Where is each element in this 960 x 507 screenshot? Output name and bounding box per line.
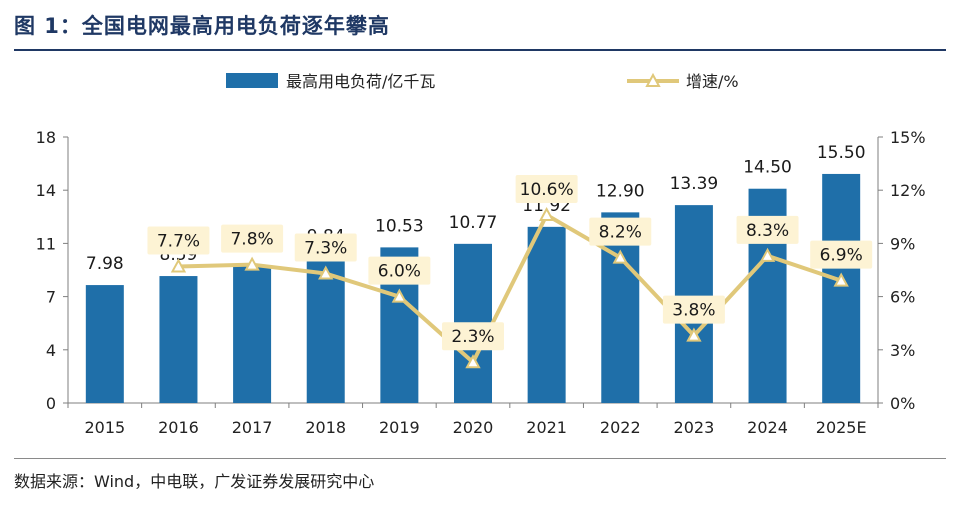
growth-line [178, 213, 842, 365]
growth-label-box [294, 233, 357, 262]
growth-label-box [147, 226, 210, 255]
growth-label-box [515, 175, 578, 204]
right-tick-label: 3% [890, 341, 915, 360]
growth-marker [244, 256, 260, 271]
left-tick-label: 4 [46, 341, 56, 360]
bar-data-label: 12.90 [596, 181, 645, 201]
growth-label-box [662, 295, 725, 324]
x-tick-label: 2020 [453, 418, 494, 437]
x-tick-label: 2016 [158, 418, 199, 437]
x-tick-label: 2021 [526, 418, 567, 437]
x-tick-label: 2015 [84, 418, 125, 437]
chart-area: 0 4 7 11 14 18 0% 3% 6% 9% 12% 15% 2015 2016 2017 2018 2… [36, 72, 926, 437]
legend-bar-label: 最高用电负荷/亿千瓦 [286, 72, 435, 91]
growth-marker [538, 206, 555, 222]
growth-marker [391, 288, 408, 303]
growth-label-box [736, 215, 799, 244]
growth-marker [170, 258, 187, 273]
growth-data-label: 7.3% [304, 239, 347, 259]
source-divider [14, 458, 946, 459]
bar [233, 266, 272, 403]
x-tick-label: 2019 [379, 418, 420, 437]
growth-marker [833, 272, 849, 287]
growth-marker [759, 247, 776, 262]
bar [159, 276, 198, 403]
growth-data-label: 10.6% [520, 180, 574, 200]
legend-bar-swatch [226, 73, 278, 88]
growth-data-label: 7.7% [157, 231, 200, 251]
legend-line-marker [645, 72, 661, 87]
right-tick-label: 6% [890, 288, 915, 307]
growth-data-label: 8.3% [746, 221, 789, 241]
growth-marker [465, 354, 481, 369]
growth-marker [686, 327, 702, 342]
growth-label-box [442, 322, 504, 351]
bar-data-label: 14.50 [743, 158, 792, 178]
chart-title: 图 1：全国电网最高用电负荷逐年攀高 [14, 14, 390, 38]
title-divider [14, 49, 946, 51]
left-tick-label: 0 [46, 394, 56, 413]
bar [822, 173, 861, 403]
right-tick-label: 0% [890, 394, 915, 413]
x-tick-label: 2024 [747, 418, 788, 437]
bar [527, 226, 566, 403]
bar [306, 257, 345, 403]
growth-data-label: 3.8% [672, 301, 715, 321]
bar-data-label: 13.39 [670, 174, 719, 194]
left-tick-label: 11 [36, 234, 56, 253]
x-tick-label: 2025E [816, 418, 867, 437]
growth-data-label: 8.2% [599, 223, 642, 243]
growth-label-box [810, 240, 873, 269]
legend-line-label: 增速/% [686, 72, 739, 91]
growth-marker [612, 249, 628, 264]
left-tick-label: 7 [46, 288, 56, 307]
bar-data-label: 10.53 [375, 216, 424, 236]
growth-data-label: 2.3% [451, 327, 494, 347]
growth-label-box [221, 224, 284, 253]
growth-data-label: 6.9% [820, 246, 863, 266]
growth-marker [318, 265, 334, 280]
right-tick-label: 12% [890, 181, 926, 200]
bar-data-label: 7.98 [86, 254, 124, 274]
bar-data-label: 10.77 [449, 213, 498, 233]
growth-label-box [368, 256, 431, 285]
right-tick-label: 9% [890, 234, 915, 253]
bar [85, 285, 124, 403]
growth-data-label: 7.8% [230, 230, 273, 250]
right-tick-label: 15% [890, 128, 926, 147]
x-tick-label: 2022 [600, 418, 641, 437]
growth-label-box [589, 217, 652, 246]
x-tick-label: 2017 [232, 418, 273, 437]
x-tick-label: 2023 [674, 418, 715, 437]
source-note: 数据来源：Wind，中电联，广发证券发展研究中心 [14, 472, 375, 491]
left-tick-label: 14 [36, 181, 56, 200]
bar-data-label: 15.50 [817, 143, 866, 163]
left-tick-label: 18 [36, 128, 56, 147]
growth-data-label: 6.0% [378, 262, 421, 282]
x-tick-label: 2018 [305, 418, 346, 437]
